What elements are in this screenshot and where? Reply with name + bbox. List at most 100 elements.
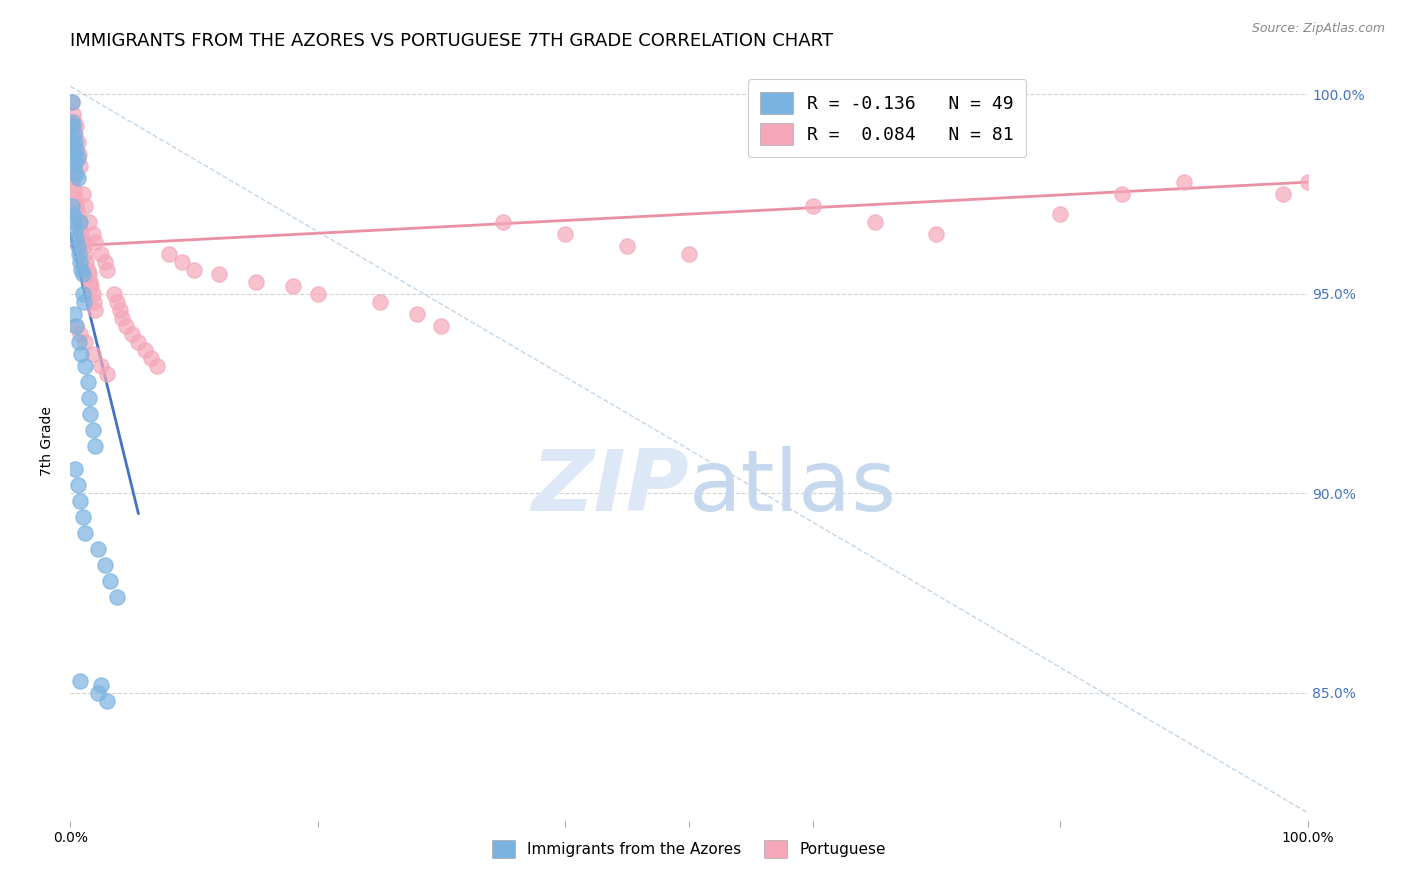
Point [1049,207,1071,221]
Point [73,239,96,253]
Point [105,294,128,309]
Point [65,155,87,169]
Point [925,227,948,241]
Point [66,478,89,492]
Point [82,286,104,301]
Point [75,526,97,541]
Point [65,191,87,205]
Point [863,215,886,229]
Point [1173,175,1195,189]
Point [70,347,93,361]
Point [62,207,84,221]
Text: Source: ZipAtlas.com: Source: ZipAtlas.com [1251,22,1385,36]
Point [96,263,118,277]
Point [65,143,87,157]
Point [1111,187,1133,202]
Point [368,294,391,309]
Point [616,239,638,253]
Point [90,678,112,692]
Point [72,510,94,524]
Point [60,95,83,110]
Point [65,167,87,181]
Point [67,334,90,349]
Point [75,247,97,261]
Point [96,694,118,708]
Text: ZIP: ZIP [531,445,689,529]
Point [65,135,87,149]
Text: IMMIGRANTS FROM THE AZORES VS PORTUGUESE 7TH GRADE CORRELATION CHART: IMMIGRANTS FROM THE AZORES VS PORTUGUESE… [70,32,834,50]
Point [66,239,89,253]
Point [70,227,93,241]
Point [96,367,118,381]
Point [65,223,87,237]
Point [430,318,453,333]
Point [63,159,86,173]
Point [75,255,97,269]
Point [63,128,86,142]
Point [90,247,112,261]
Point [1296,175,1319,189]
Point [65,318,87,333]
Point [134,343,156,357]
Point [405,307,427,321]
Point [75,199,97,213]
Point [66,171,89,186]
Point [84,235,107,249]
Point [76,263,98,277]
Point [65,199,87,213]
Point [67,247,90,261]
Point [65,231,87,245]
Point [69,673,91,688]
Point [63,147,86,161]
Point [90,359,112,373]
Point [60,199,83,213]
Point [67,147,90,161]
Point [245,275,267,289]
Point [678,247,700,261]
Point [72,235,94,249]
Point [801,199,824,213]
Point [115,318,138,333]
Point [84,302,107,317]
Point [76,375,98,389]
Point [77,215,100,229]
Point [79,275,101,289]
Point [70,263,93,277]
Point [103,286,125,301]
Point [82,423,104,437]
Y-axis label: 7th Grade: 7th Grade [41,407,55,476]
Point [65,128,87,142]
Point [281,279,304,293]
Point [82,227,104,241]
Point [86,686,108,700]
Point [69,326,91,341]
Point [72,286,94,301]
Point [62,135,84,149]
Point [69,223,91,237]
Point [183,263,205,277]
Point [1271,187,1294,202]
Point [94,255,117,269]
Legend: Immigrants from the Azores, Portuguese: Immigrants from the Azores, Portuguese [484,832,894,866]
Point [307,286,329,301]
Point [66,135,89,149]
Point [63,115,86,129]
Point [111,310,134,325]
Point [72,267,94,281]
Point [105,590,128,604]
Point [62,120,84,134]
Point [146,359,169,373]
Point [79,407,101,421]
Point [554,227,576,241]
Point [72,187,94,202]
Point [60,175,83,189]
Point [65,462,87,476]
Point [69,215,91,229]
Point [108,302,131,317]
Point [60,95,83,110]
Point [86,542,108,557]
Point [63,183,86,197]
Point [94,558,117,573]
Point [83,294,105,309]
Point [492,215,515,229]
